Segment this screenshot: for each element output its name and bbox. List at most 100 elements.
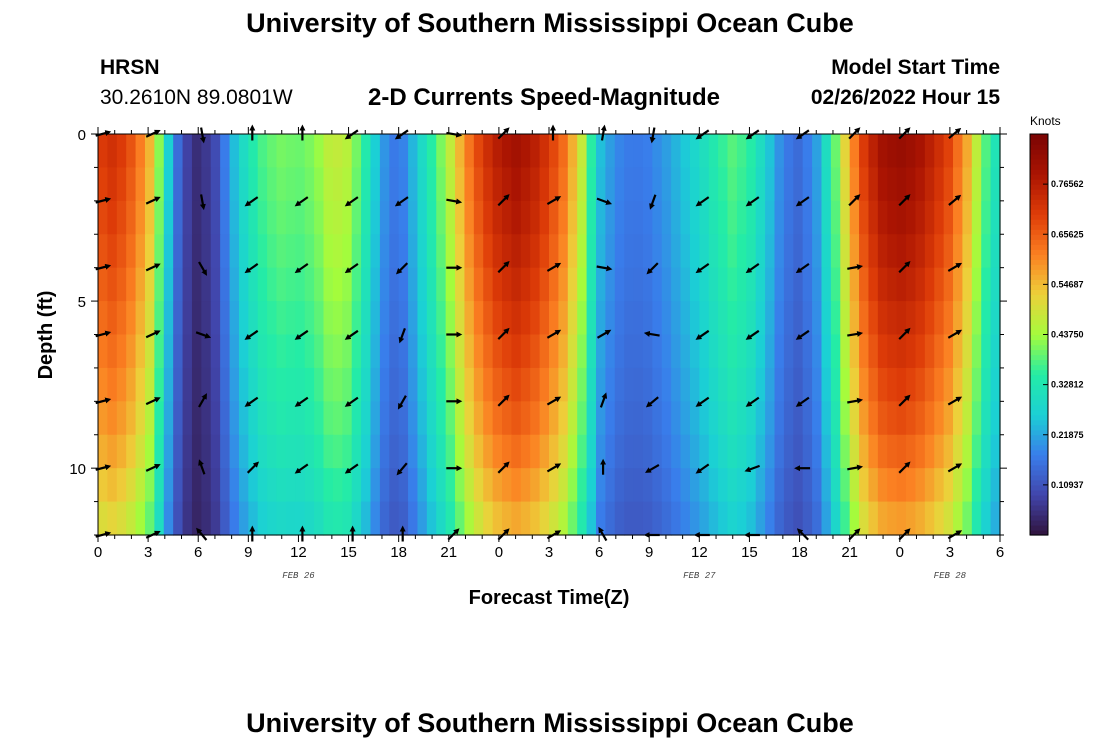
x-tick-label: 3: [545, 544, 553, 561]
heatmap-cell: [849, 367, 860, 402]
colorbar-swatch: [1030, 434, 1048, 441]
heatmap-cell: [220, 200, 231, 235]
heatmap-cell: [530, 468, 541, 503]
heatmap-cell: [549, 434, 559, 469]
colorbar-swatch: [1030, 384, 1048, 391]
heatmap-cell: [906, 367, 917, 402]
heatmap-cell: [981, 200, 992, 235]
heatmap-cell: [586, 167, 597, 202]
heatmap-cell: [116, 367, 127, 402]
heatmap-cell: [389, 501, 400, 536]
heatmap-cell: [727, 200, 738, 235]
heatmap-cell: [107, 401, 118, 436]
heatmap-cell: [389, 334, 400, 369]
current-vector-arrow: [497, 394, 510, 407]
x-tick-label: 21: [440, 544, 457, 561]
heatmap-cell: [793, 501, 804, 536]
heatmap-cell: [304, 468, 315, 503]
heatmap-cell: [116, 234, 127, 269]
heatmap-cell: [398, 301, 409, 336]
heatmap-cell: [116, 401, 127, 436]
heatmap-cell: [276, 501, 287, 536]
heatmap-cell: [558, 434, 569, 469]
heatmap-cell: [990, 334, 1001, 369]
colorbar-swatch: [1030, 149, 1048, 155]
heatmap-cell: [708, 468, 719, 503]
heatmap-cell: [126, 200, 137, 235]
heatmap-cell: [680, 200, 691, 235]
heatmap-cell: [783, 334, 794, 369]
heatmap-cell: [943, 267, 954, 302]
current-vector-arrow: [596, 329, 612, 339]
heatmap-cell: [191, 501, 202, 536]
heatmap-cell: [614, 434, 625, 469]
colorbar-swatch: [1030, 269, 1048, 275]
heatmap-cell: [708, 367, 719, 402]
heatmap-cell: [624, 301, 635, 336]
heatmap-cell: [98, 401, 108, 436]
colorbar-swatch: [1030, 339, 1048, 346]
heatmap-cell: [971, 468, 982, 503]
heatmap-cell: [924, 301, 935, 336]
heatmap-cell: [953, 200, 964, 235]
heatmap-cell: [248, 401, 259, 436]
colorbar-tick-label: 0.76562: [1051, 179, 1084, 189]
heatmap-cell: [361, 167, 372, 202]
heatmap-cell: [135, 501, 146, 536]
colorbar-swatch: [1030, 254, 1048, 260]
heatmap-cell: [577, 301, 588, 336]
heatmap-cell: [783, 468, 794, 503]
heatmap-cell: [924, 167, 935, 202]
current-vector-arrow: [394, 196, 409, 207]
current-vector-arrow: [145, 263, 161, 272]
heatmap-cell: [746, 301, 757, 336]
heatmap-cell: [370, 501, 381, 536]
heatmap-cell: [229, 234, 240, 269]
heatmap-cell: [238, 334, 249, 369]
heatmap-cell: [962, 468, 973, 503]
heatmap-cell: [182, 501, 193, 536]
heatmap-cell: [840, 367, 851, 402]
heatmap-cell: [727, 234, 738, 269]
heatmap-cell: [408, 367, 419, 402]
heatmap-cell: [257, 134, 268, 169]
x-tick-label: 3: [144, 544, 152, 561]
heatmap-cell: [859, 301, 870, 336]
heatmap-cell: [661, 334, 672, 369]
x-tick-label: 9: [244, 544, 252, 561]
heatmap-cell: [595, 401, 606, 436]
heatmap-cell: [210, 200, 221, 235]
heatmap-cell: [699, 134, 710, 169]
heatmap-cell: [934, 200, 945, 235]
heatmap-cell: [389, 200, 400, 235]
heatmap-cell: [398, 200, 409, 235]
heatmap-cell: [126, 401, 137, 436]
heatmap-cell: [953, 367, 964, 402]
heatmap-cell: [990, 234, 1001, 269]
heatmap-cell: [887, 401, 898, 436]
heatmap-cell: [934, 468, 945, 503]
heatmap-cell: [633, 200, 644, 235]
heatmap-cell: [783, 301, 794, 336]
heatmap-cell: [830, 434, 841, 469]
heatmap-cell: [962, 267, 973, 302]
x-tick-label: 9: [645, 544, 653, 561]
heatmap-cell: [126, 367, 137, 402]
colorbar-swatch: [1030, 154, 1048, 160]
heatmap-cell: [840, 267, 851, 302]
colorbar-swatch: [1030, 264, 1048, 270]
heatmap-cell: [727, 401, 738, 436]
heatmap-cell: [361, 468, 372, 503]
heatmap-cell: [765, 301, 776, 336]
current-vector-arrow: [898, 461, 911, 474]
heatmap-cell: [765, 200, 776, 235]
heatmap-cell: [633, 468, 644, 503]
heatmap-cell: [332, 367, 343, 402]
heatmap-cell: [971, 401, 982, 436]
heatmap-cell: [887, 167, 898, 202]
heatmap-cell: [144, 267, 155, 302]
heatmap-cell: [370, 401, 381, 436]
current-vector-arrow: [649, 194, 657, 210]
heatmap-cell: [398, 434, 409, 469]
heatmap-cell: [323, 267, 334, 302]
